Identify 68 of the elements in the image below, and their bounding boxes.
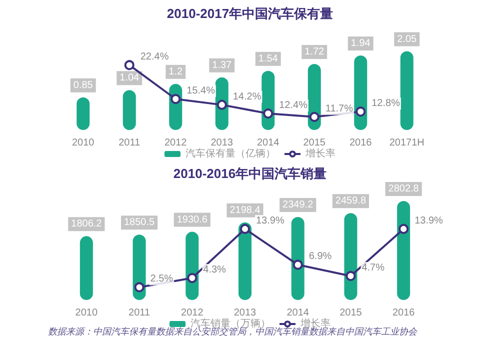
point <box>398 224 409 234</box>
x-tick-label: 2011 <box>128 308 150 318</box>
legend-label: 汽车保有量（亿辆） <box>186 148 276 160</box>
bar <box>397 200 410 300</box>
data-label: 1.37 <box>212 60 232 71</box>
x-tick-label: 2015 <box>303 138 326 148</box>
data-label: 1930.6 <box>176 214 208 226</box>
data-label: 0.85 <box>73 80 94 91</box>
x-tick-label: 2012 <box>164 138 188 148</box>
data-label: 1.04 <box>120 72 140 84</box>
x-tick-label: 2010 <box>72 138 95 148</box>
x-tick-label: 2013 <box>210 138 234 148</box>
data-label: 13.9% <box>414 215 444 226</box>
x-tick-label: 2014 <box>257 138 280 148</box>
data-label: 2349.2 <box>282 199 314 210</box>
data-label: 11.7% <box>325 103 354 114</box>
point <box>187 273 198 284</box>
data-label: 1.54 <box>258 53 278 64</box>
source-note: 数据来源：中国汽车保有量数据来自公安部交管局，中国汽车销量数据来自中国汽车工业协会 <box>48 326 418 338</box>
x-tick-label: 2016 <box>392 308 416 318</box>
point <box>263 108 274 119</box>
point <box>292 260 303 270</box>
point <box>240 224 250 234</box>
legend-label: 增长率 <box>304 148 336 160</box>
point <box>170 94 181 104</box>
data-label: 15.4% <box>186 86 216 96</box>
data-label: 2.5% <box>150 274 174 285</box>
point <box>356 106 366 117</box>
bar <box>132 234 146 300</box>
data-label: 1.94 <box>350 38 371 50</box>
data-label: 2802.8 <box>388 183 420 194</box>
data-label: 1.2 <box>168 66 184 78</box>
bar <box>291 216 304 300</box>
x-tick-label: 2011 <box>118 138 141 148</box>
data-label: 2459.8 <box>335 196 366 207</box>
chart-title: 2010-2017年中国汽车保有量 <box>166 6 334 21</box>
data-label: 2198.4 <box>230 204 261 216</box>
chart-title: 2010-2016年中国汽车销量 <box>173 166 327 181</box>
x-tick-label: 2016 <box>350 138 372 148</box>
data-label: 1806.2 <box>71 218 102 230</box>
x-tick-label: 2014 <box>286 308 310 318</box>
point <box>309 112 320 122</box>
data-label: 2.05 <box>397 34 418 45</box>
data-label: 12.4% <box>279 100 308 112</box>
point <box>124 60 134 70</box>
data-label: 22.4% <box>140 52 169 63</box>
bar <box>400 51 414 130</box>
x-tick-label: 2012 <box>181 308 204 318</box>
x-tick-label: 2010 <box>75 308 98 318</box>
data-label: 13.9% <box>256 215 284 226</box>
data-label: 4.3% <box>203 264 226 276</box>
bar <box>354 56 368 130</box>
x-tick-label: 20171H <box>389 138 424 148</box>
data-label: 6.9% <box>308 251 332 262</box>
data-label: 12.8% <box>372 98 400 110</box>
x-tick-label: 2013 <box>234 308 257 318</box>
data-label: 4.7% <box>362 262 385 274</box>
bar <box>238 222 252 300</box>
point <box>216 100 227 110</box>
bar <box>344 213 358 300</box>
legend-label: 增长率 <box>300 318 330 330</box>
point <box>346 270 356 281</box>
data-label: 1.72 <box>304 46 325 58</box>
data-label: 1850.5 <box>124 217 156 228</box>
x-tick-label: 2015 <box>340 308 362 318</box>
bar <box>80 236 93 300</box>
point <box>134 282 144 292</box>
data-label: 14.2% <box>232 91 262 102</box>
